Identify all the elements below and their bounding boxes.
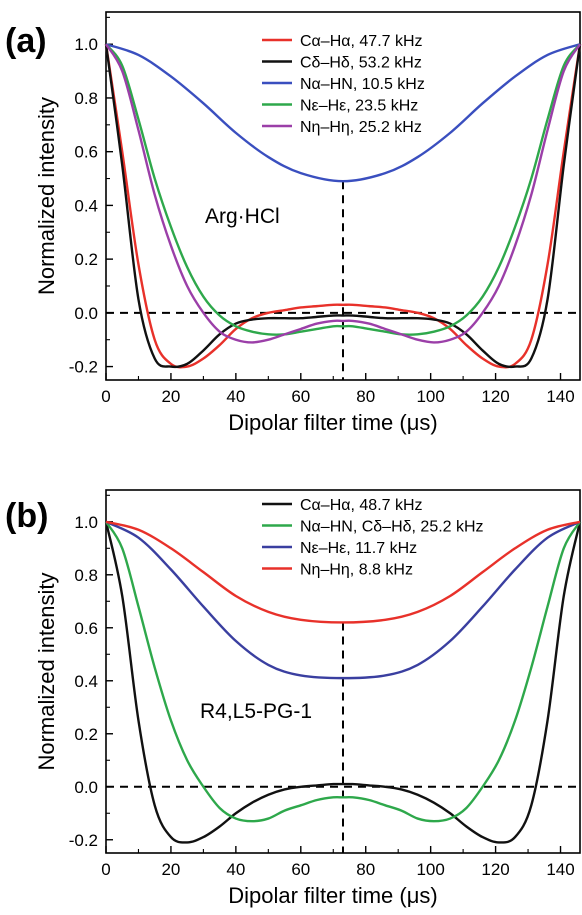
legend-entry: Cα–Hα, 47.7 kHz bbox=[300, 33, 423, 50]
sample-annotation: R4,L5-PG-1 bbox=[200, 700, 312, 723]
legend-entry: Nα–HN, Cδ–Hδ, 25.2 kHz bbox=[300, 519, 484, 536]
y-tick-label: 0.8 bbox=[74, 89, 98, 108]
x-tick-label: 60 bbox=[291, 860, 310, 879]
x-tick-label: 20 bbox=[161, 860, 180, 879]
y-tick-label: 0.8 bbox=[74, 566, 98, 585]
x-tick-label: 40 bbox=[226, 387, 245, 406]
y-tick-label: 0.0 bbox=[74, 778, 98, 797]
y-tick-label: 0.2 bbox=[74, 725, 98, 744]
y-tick-label: 0.6 bbox=[74, 619, 98, 638]
legend-entry: Nη–Hη, 8.8 kHz bbox=[300, 562, 413, 579]
legend-entry: Nη–Hη, 25.2 kHz bbox=[300, 119, 422, 136]
legend-entry: Cα–Hα, 48.7 kHz bbox=[300, 497, 423, 514]
series-line-4 bbox=[105, 520, 581, 624]
x-tick-label: 0 bbox=[101, 860, 110, 879]
x-tick-label: 20 bbox=[161, 387, 180, 406]
x-tick-label: 100 bbox=[416, 860, 444, 879]
series-line-2 bbox=[104, 44, 582, 369]
panel-label: (a) bbox=[5, 22, 47, 60]
y-tick-label: 0.2 bbox=[74, 250, 98, 269]
series-line-4 bbox=[105, 43, 581, 336]
y-tick-label: -0.2 bbox=[69, 831, 98, 850]
x-tick-label: 80 bbox=[356, 387, 375, 406]
y-tick-label: 0.0 bbox=[74, 304, 98, 323]
y-axis-title: Normalized intensity bbox=[34, 572, 59, 770]
y-tick-label: 0.6 bbox=[74, 143, 98, 162]
x-tick-label: 40 bbox=[226, 860, 245, 879]
legend: Cα–Hα, 47.7 kHz Cδ–Hδ, 53.2 kHz Nα–HN, 10.… bbox=[262, 33, 425, 136]
series-line-3 bbox=[105, 520, 581, 680]
y-tick-label: 1.0 bbox=[74, 35, 98, 54]
legend-entry: Nε–Hε, 23.5 kHz bbox=[300, 98, 418, 115]
series-line-3 bbox=[105, 43, 581, 183]
series-line-5 bbox=[104, 43, 582, 344]
x-tick-label: 60 bbox=[291, 387, 310, 406]
legend-entry: Nε–Hε, 11.7 kHz bbox=[300, 540, 417, 557]
y-axis-title: Normalized intensity bbox=[34, 97, 59, 295]
x-tick-label: 120 bbox=[481, 860, 509, 879]
y-tick-label: 1.0 bbox=[74, 513, 98, 532]
y-tick-label: -0.2 bbox=[69, 358, 98, 377]
y-tick-label: 0.4 bbox=[74, 196, 98, 215]
legend-entry: Cδ–Hδ, 53.2 kHz bbox=[300, 55, 422, 72]
x-tick-label: 80 bbox=[356, 860, 375, 879]
panel-label: (b) bbox=[5, 497, 48, 535]
x-axis-title: Dipolar filter time (μs) bbox=[228, 410, 437, 435]
x-tick-label: 140 bbox=[546, 860, 574, 879]
x-tick-label: 120 bbox=[481, 387, 509, 406]
x-tick-label: 140 bbox=[546, 387, 574, 406]
x-tick-label: 100 bbox=[416, 387, 444, 406]
y-tick-label: 0.4 bbox=[74, 672, 98, 691]
chart-panel-b: 0 20 40 60 80 100 120 140 -0.2 0.0 0.2 0.4 0.6 0.8 1.0… bbox=[5, 489, 582, 908]
series-line-2 bbox=[104, 521, 582, 823]
legend-entry: Nα–HN, 10.5 kHz bbox=[300, 76, 425, 93]
legend: Cα–Hα, 48.7 kHz Nα–HN, Cδ–Hδ, 25.2 kHz Nε–… bbox=[262, 497, 484, 579]
x-axis-title: Dipolar filter time (μs) bbox=[228, 883, 437, 908]
series-line-1 bbox=[104, 521, 582, 844]
sample-annotation: Arg·HCl bbox=[205, 205, 280, 228]
chart-panel-a: 0 20 40 60 80 100 120 140 -0.2 0.0 0.2 0.4 0.6 0.8 1.0… bbox=[5, 11, 582, 435]
x-tick-label: 0 bbox=[101, 387, 110, 406]
